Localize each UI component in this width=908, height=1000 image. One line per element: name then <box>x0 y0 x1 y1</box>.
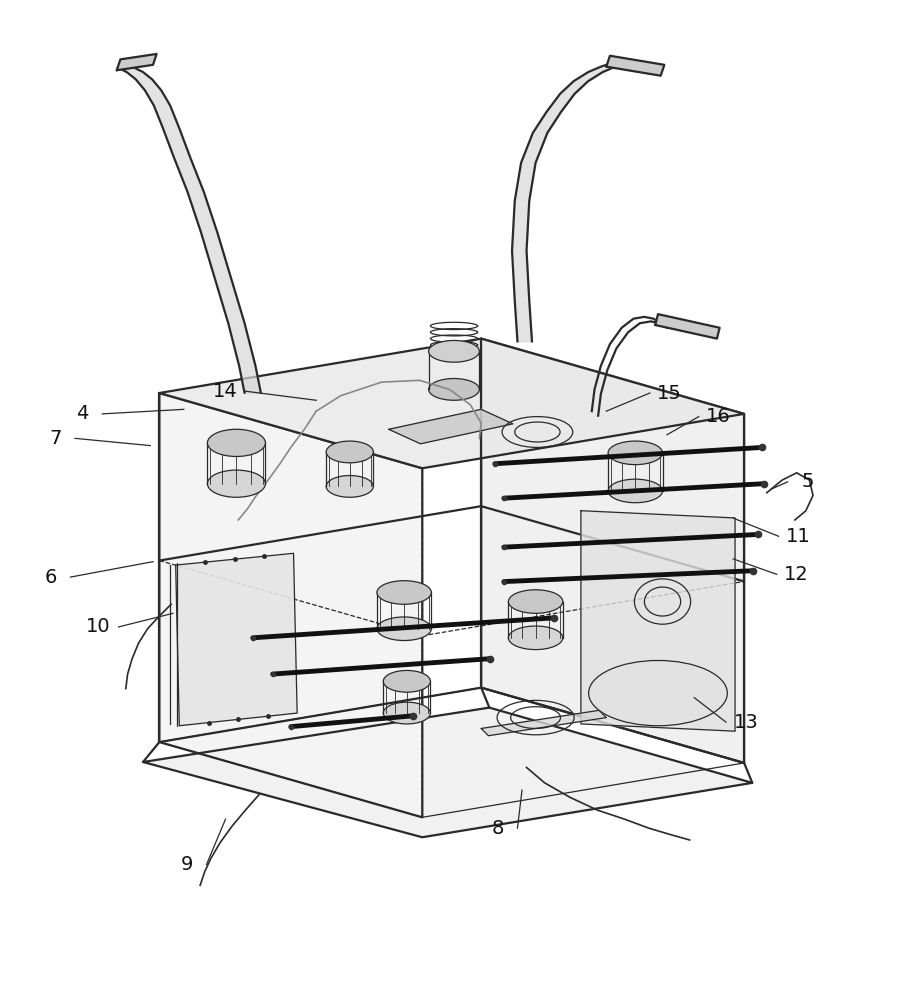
Text: 12: 12 <box>785 565 809 584</box>
Ellipse shape <box>588 660 727 726</box>
Text: 6: 6 <box>44 568 56 587</box>
Text: 13: 13 <box>734 713 758 732</box>
Polygon shape <box>481 339 745 763</box>
Text: 14: 14 <box>213 382 238 401</box>
Polygon shape <box>607 56 665 76</box>
Polygon shape <box>143 708 752 837</box>
Ellipse shape <box>429 379 479 400</box>
Ellipse shape <box>508 590 563 613</box>
Ellipse shape <box>608 479 663 503</box>
Ellipse shape <box>429 340 479 362</box>
Text: 5: 5 <box>802 472 814 491</box>
Polygon shape <box>481 710 607 736</box>
Polygon shape <box>175 553 297 726</box>
Polygon shape <box>656 314 720 339</box>
Text: 9: 9 <box>181 855 192 874</box>
Ellipse shape <box>383 702 430 724</box>
Text: 10: 10 <box>86 617 111 636</box>
Ellipse shape <box>508 626 563 650</box>
Polygon shape <box>159 339 745 468</box>
Text: 16: 16 <box>706 407 731 426</box>
Text: 11: 11 <box>786 527 811 546</box>
Ellipse shape <box>608 441 663 465</box>
Ellipse shape <box>207 470 265 497</box>
Ellipse shape <box>326 476 373 497</box>
Ellipse shape <box>326 441 373 463</box>
Ellipse shape <box>207 429 265 456</box>
Polygon shape <box>389 409 513 444</box>
Text: 4: 4 <box>76 404 88 423</box>
Polygon shape <box>159 393 422 817</box>
Polygon shape <box>581 511 735 731</box>
Text: 15: 15 <box>657 384 682 403</box>
Ellipse shape <box>383 670 430 692</box>
Text: 8: 8 <box>491 819 504 838</box>
Ellipse shape <box>377 581 431 604</box>
Polygon shape <box>117 54 157 70</box>
Ellipse shape <box>377 617 431 641</box>
Text: 7: 7 <box>49 429 61 448</box>
